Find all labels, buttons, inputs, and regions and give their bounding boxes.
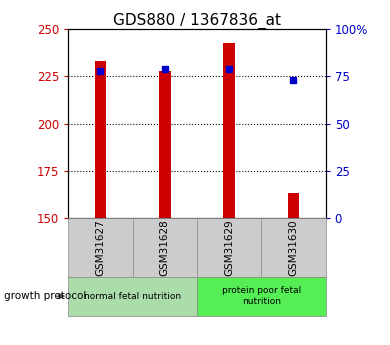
Text: GSM31630: GSM31630 [289,219,298,276]
Text: normal fetal nutrition: normal fetal nutrition [84,292,181,301]
Text: GSM31628: GSM31628 [160,219,170,276]
Bar [261,218,326,277]
Bar [159,71,170,218]
Bar [95,61,106,218]
Text: GSM31629: GSM31629 [224,219,234,276]
Bar [68,277,197,316]
Bar [197,277,326,316]
Bar [68,218,133,277]
Bar [223,42,235,218]
Bar [133,218,197,277]
Text: GSM31627: GSM31627 [96,219,105,276]
Bar [197,218,261,277]
Text: growth protocol: growth protocol [4,291,86,301]
Text: protein poor fetal
nutrition: protein poor fetal nutrition [222,286,301,306]
Bar [288,193,299,218]
Title: GDS880 / 1367836_at: GDS880 / 1367836_at [113,13,281,29]
